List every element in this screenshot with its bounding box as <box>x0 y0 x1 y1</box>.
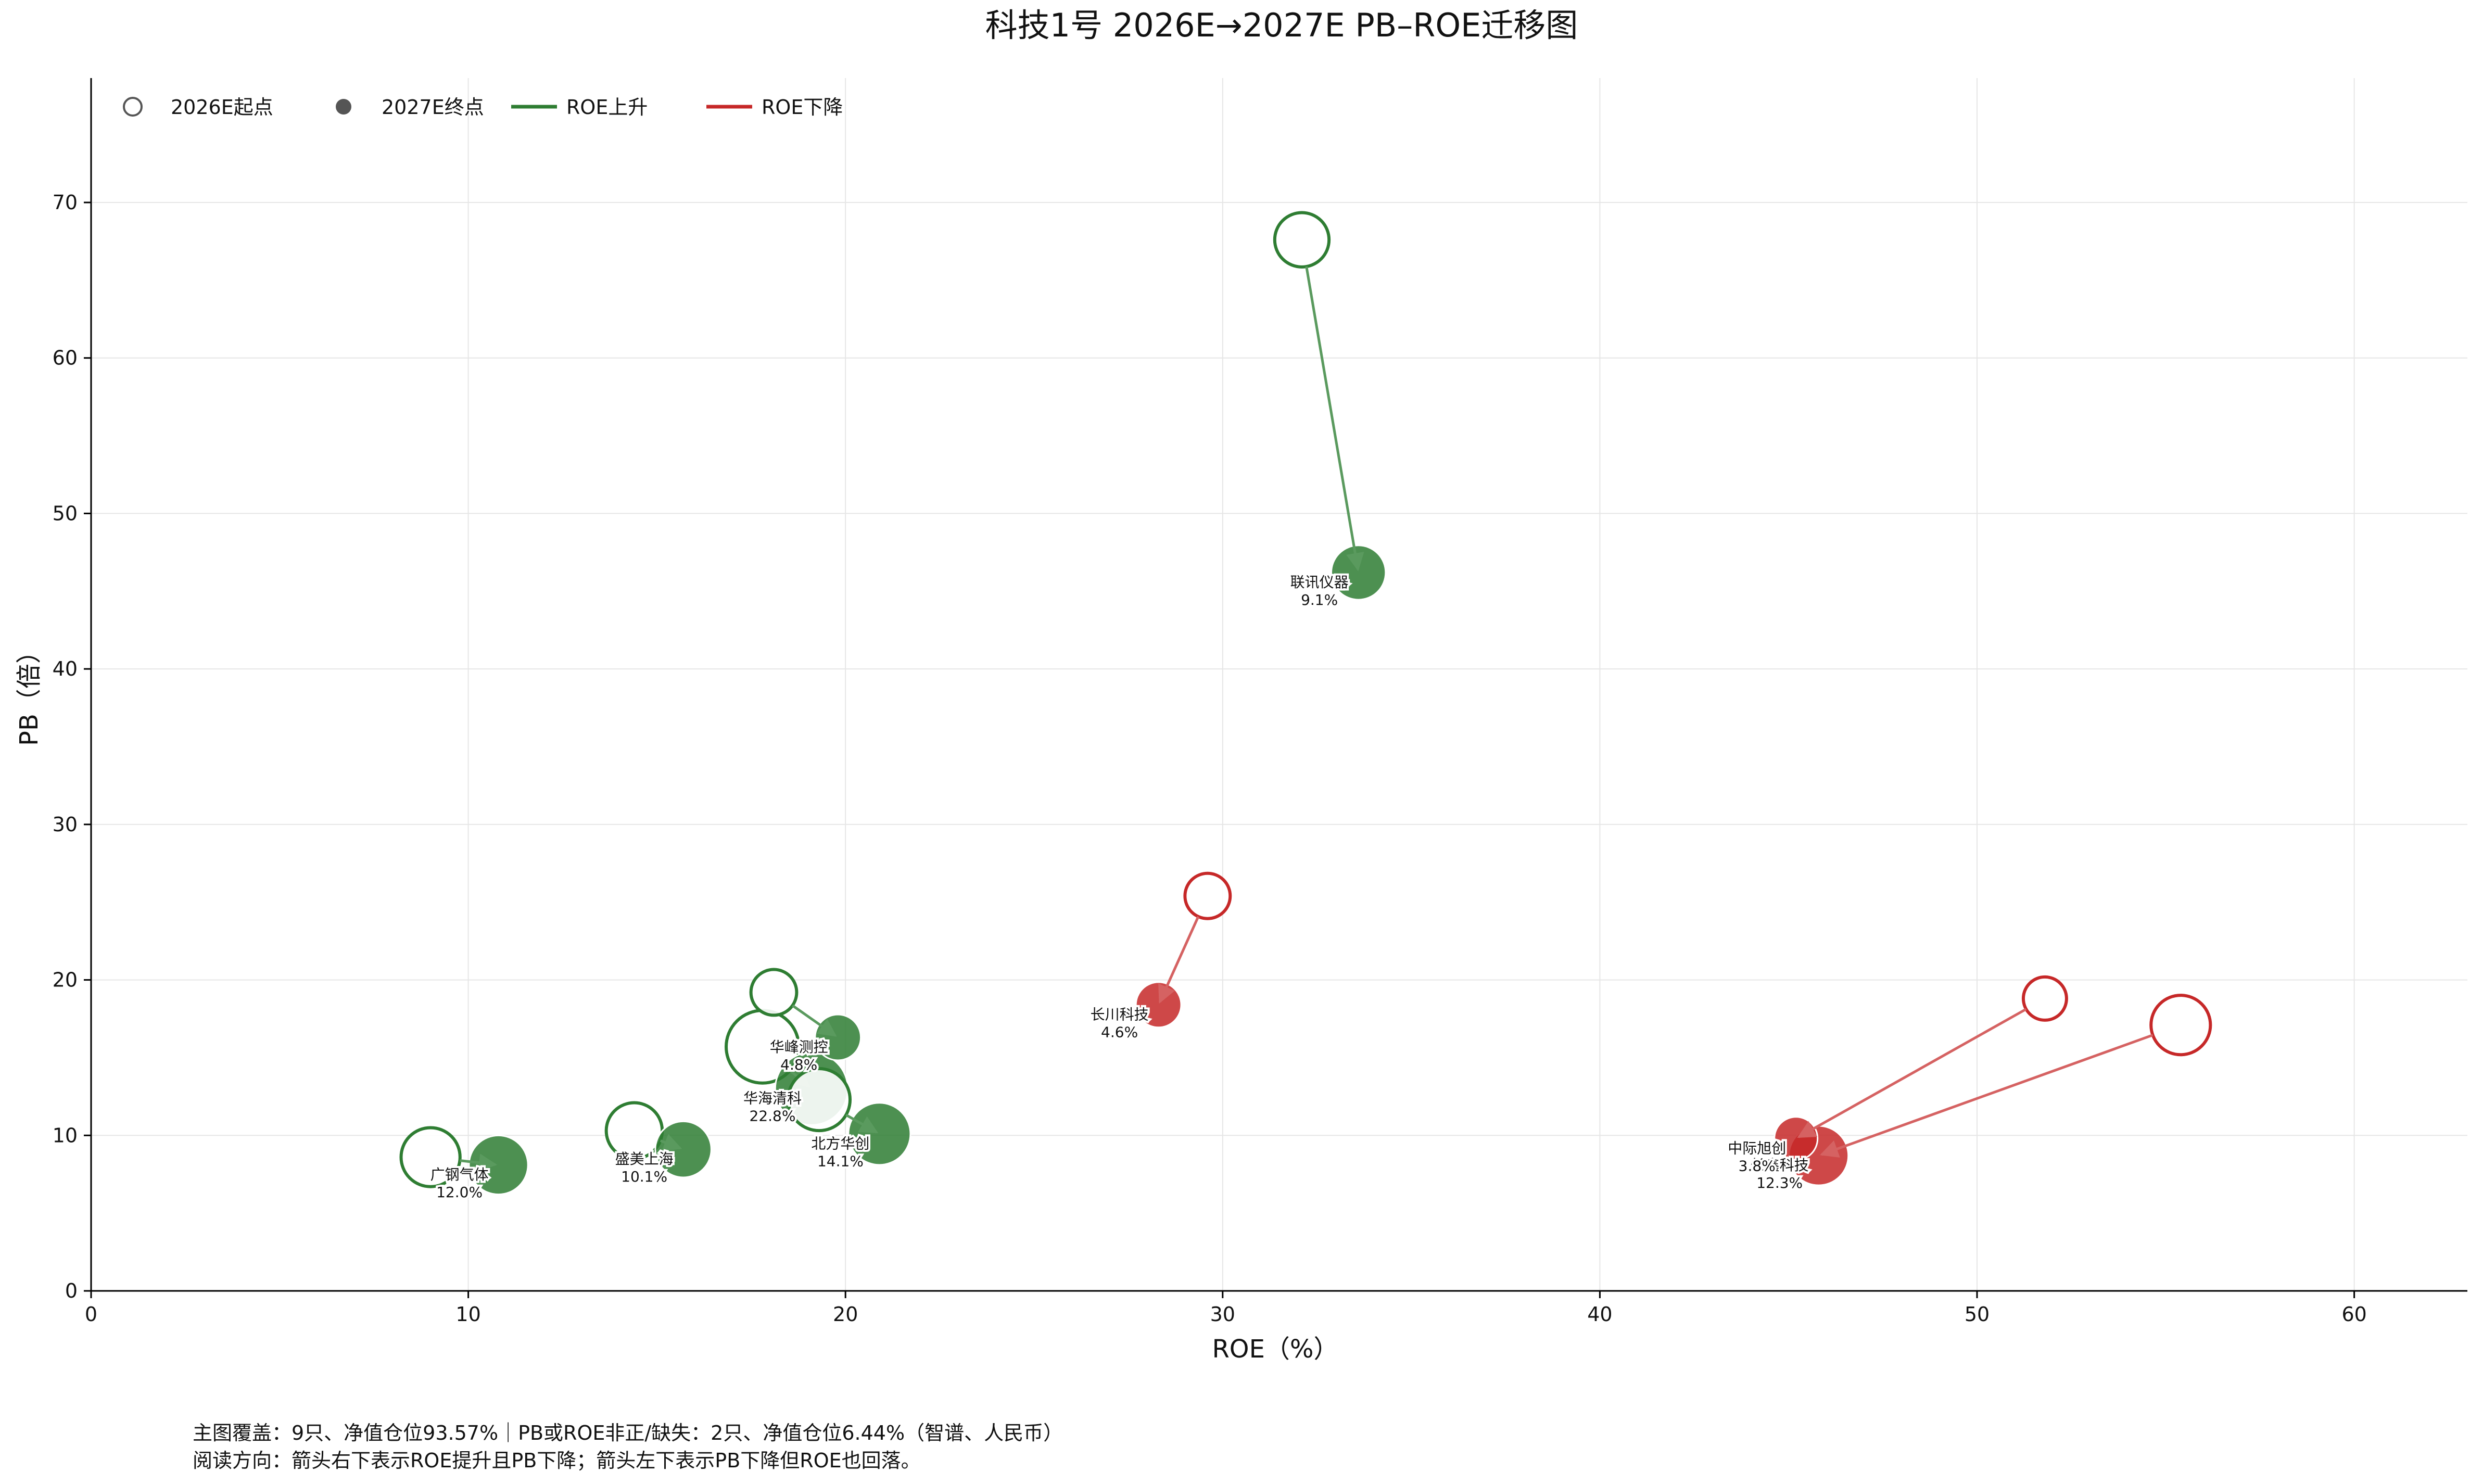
y-tick-label: 60 <box>53 347 78 370</box>
end-point-2027e <box>468 1134 529 1196</box>
y-tick-label: 10 <box>53 1124 78 1147</box>
start-point-2026e <box>1183 871 1232 920</box>
stock-name-label: 长川科技 <box>1091 1006 1149 1023</box>
x-tick-label: 40 <box>1587 1303 1612 1326</box>
x-tick-label: 30 <box>1210 1303 1235 1326</box>
y-tick-label: 50 <box>53 502 78 525</box>
stock-weight-label: 4.6% <box>1101 1023 1138 1041</box>
migration-arrow <box>460 1153 498 1172</box>
stock-weight-label: 22.8% <box>750 1108 796 1125</box>
stock-name-label: 华峰测控 <box>770 1038 828 1056</box>
grid-layer <box>91 78 2467 1291</box>
start-point-2026e <box>2149 994 2212 1057</box>
migration-arrow <box>1797 1008 2027 1138</box>
migration-arrow <box>660 1134 682 1151</box>
y-axis-label: PB（倍） <box>15 639 44 746</box>
legend-hollow-marker <box>123 97 143 117</box>
start-point-2026e <box>1273 211 1331 269</box>
stock-weight-label: 12.0% <box>436 1184 483 1201</box>
legend-label: 2026E起点 <box>171 96 273 119</box>
x-tick-label: 10 <box>455 1303 480 1326</box>
start-point-2026e <box>399 1126 462 1188</box>
stock-name-label: 联讯仪器 <box>1290 574 1349 591</box>
legend-label: ROE上升 <box>566 96 648 119</box>
stock-name-label: 长鑫科技 <box>1751 1157 1809 1174</box>
migration-arrow <box>792 1004 837 1037</box>
stock-name-label: 北方华创 <box>811 1135 869 1152</box>
y-tick-label: 70 <box>53 191 78 214</box>
migration-arrow <box>1158 916 1200 1004</box>
stock-name-label: 中际旭创 <box>1728 1139 1786 1157</box>
axis-layer: 0 10 20 30 40 50 60 0 10 20 30 40 50 60 70 <box>53 78 2467 1326</box>
stock-weight-label: 9.1% <box>1301 591 1338 608</box>
x-tick-label: 0 <box>85 1303 97 1326</box>
legend-label: 2027E终点 <box>382 96 484 119</box>
stock-name-label: 盛美上海 <box>615 1150 674 1168</box>
start-point-2026e <box>749 968 799 1017</box>
start-point-2026e <box>2021 975 2068 1022</box>
x-tick-label: 50 <box>1965 1303 1990 1326</box>
stock-weight-label: 10.1% <box>621 1168 667 1185</box>
stock-name-label: 广钢气体 <box>430 1166 489 1183</box>
x-axis-label: ROE（%） <box>1212 1335 1338 1364</box>
x-tick-label: 20 <box>833 1303 858 1326</box>
migration-arrow <box>1820 1034 2153 1158</box>
footnote-reading-direction: 阅读方向：箭头右下表示ROE提升且PB下降；箭头左下表示PB下降但ROE也回落。 <box>193 1449 921 1472</box>
y-tick-label: 40 <box>53 657 78 680</box>
y-tick-label: 20 <box>53 969 78 992</box>
migration-arrow <box>845 1113 879 1134</box>
stock-weight-label: 3.8% <box>1739 1157 1776 1174</box>
y-tick-label: 0 <box>65 1279 78 1302</box>
x-tick-label: 60 <box>2341 1303 2366 1326</box>
chart-title: 科技1号 2026E→2027E PB–ROE迁移图 <box>985 6 1578 44</box>
legend: 2026E起点 2027E终点 ROE上升 ROE下降 <box>123 96 843 119</box>
stock-weight-label: 4.8% <box>780 1056 817 1073</box>
end-point-2027e <box>1331 544 1387 601</box>
stock-weight-label: 14.1% <box>817 1152 864 1170</box>
data-layer <box>399 211 2212 1196</box>
legend-solid-marker <box>336 99 351 115</box>
migration-arrow <box>1305 266 1364 572</box>
footnote-coverage: 主图覆盖：9只、净值仓位93.57%｜PB或ROE非正/缺失：2只、净值仓位6.… <box>193 1422 1063 1444</box>
stock-name-label: 华海清科 <box>743 1090 802 1107</box>
legend-label: ROE下降 <box>762 96 843 119</box>
y-tick-label: 30 <box>53 813 78 836</box>
stock-weight-label: 12.3% <box>1756 1174 1803 1191</box>
start-point-2026e <box>786 1067 852 1133</box>
